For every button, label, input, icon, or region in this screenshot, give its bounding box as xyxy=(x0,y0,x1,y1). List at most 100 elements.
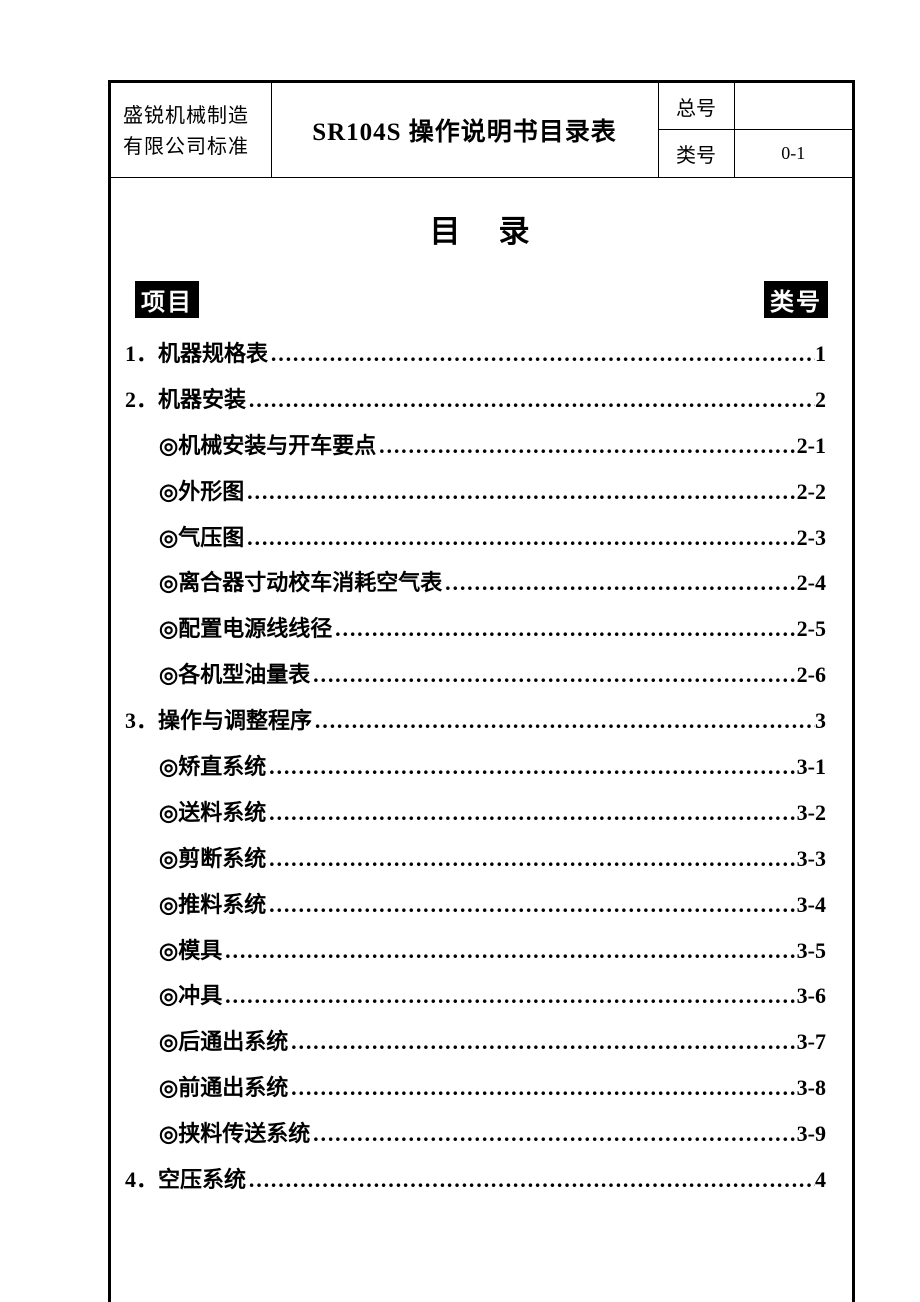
toc-leader: …………………………………………………………………………………………………………… xyxy=(312,705,815,737)
toc-leader: …………………………………………………………………………………………………………… xyxy=(266,797,796,829)
toc-label: 剪断系统 xyxy=(178,843,266,875)
toc-label: 外形图 xyxy=(178,476,244,508)
toc-page: 2-4 xyxy=(797,567,832,599)
toc-page: 2-5 xyxy=(797,613,832,645)
toc-leader: …………………………………………………………………………………………………………… xyxy=(244,522,796,554)
toc-label: 矫直系统 xyxy=(178,751,266,783)
toc-label: 挟料传送系统 xyxy=(178,1118,310,1150)
toc-leader: …………………………………………………………………………………………………………… xyxy=(442,567,796,599)
toc-row: 3．操作与调整程序…………………………………………………………………………………… xyxy=(125,705,832,737)
toc-leader: …………………………………………………………………………………………………………… xyxy=(222,935,796,967)
bullet-icon: ◎ xyxy=(159,430,178,462)
toc-row: ◎推料系统……………………………………………………………………………………………… xyxy=(125,889,832,921)
toc-row: ◎各机型油量表………………………………………………………………………………………… xyxy=(125,659,832,691)
page-title: 目录 xyxy=(125,206,834,251)
toc-row: ◎气压图………………………………………………………………………………………………… xyxy=(125,522,832,554)
toc-label: 离合器寸动校车消耗空气表 xyxy=(178,567,442,599)
bullet-icon: ◎ xyxy=(159,980,178,1012)
toc-page: 3-4 xyxy=(797,889,832,921)
toc-label: 模具 xyxy=(178,935,222,967)
toc-page: 2-6 xyxy=(797,659,832,691)
toc-row: ◎配置电源线线径……………………………………………………………………………………… xyxy=(125,613,832,645)
toc-page: 3-9 xyxy=(797,1118,832,1150)
toc-row: ◎模具…………………………………………………………………………………………………… xyxy=(125,935,832,967)
bullet-icon: ◎ xyxy=(159,843,178,875)
toc-leader: …………………………………………………………………………………………………………… xyxy=(266,751,796,783)
toc-page: 1 xyxy=(815,338,832,370)
toc-label: 配置电源线线径 xyxy=(178,613,332,645)
content-area: 目录 项目 类号 1．机器规格表………………………………………………………………… xyxy=(111,178,852,1226)
toc-row: ◎前通出系统…………………………………………………………………………………………… xyxy=(125,1072,832,1104)
toc-leader: …………………………………………………………………………………………………………… xyxy=(332,613,796,645)
toc-page: 3-1 xyxy=(797,751,832,783)
toc-label: 机器规格表 xyxy=(158,338,268,370)
toc-row: ◎机械安装与开车要点………………………………………………………………………………… xyxy=(125,430,832,462)
toc-leader: …………………………………………………………………………………………………………… xyxy=(222,980,796,1012)
serial-value xyxy=(734,83,852,130)
toc-page: 4 xyxy=(815,1164,832,1196)
toc-leader: …………………………………………………………………………………………………………… xyxy=(246,1164,815,1196)
toc-page: 3-2 xyxy=(797,797,832,829)
toc-leader: …………………………………………………………………………………………………………… xyxy=(246,384,815,416)
toc-page: 3-7 xyxy=(797,1026,832,1058)
toc-label: 各机型油量表 xyxy=(178,659,310,691)
toc-page: 2-2 xyxy=(797,476,832,508)
toc-row: 2．机器安装…………………………………………………………………………………………… xyxy=(125,384,832,416)
class-value: 0-1 xyxy=(734,130,852,178)
toc-leader: …………………………………………………………………………………………………………… xyxy=(268,338,815,370)
company-cell: 盛锐机械制造 有限公司标准 xyxy=(111,83,271,178)
toc-row: ◎后通出系统…………………………………………………………………………………………… xyxy=(125,1026,832,1058)
class-label: 类号 xyxy=(658,130,734,178)
doc-title: SR104S 操作说明书目录表 xyxy=(271,83,658,178)
toc-row: ◎冲具…………………………………………………………………………………………………… xyxy=(125,980,832,1012)
toc-page: 3-6 xyxy=(797,980,832,1012)
toc-leader: …………………………………………………………………………………………………………… xyxy=(288,1026,796,1058)
toc-page: 3-8 xyxy=(797,1072,832,1104)
company-line2: 有限公司标准 xyxy=(123,132,271,163)
bullet-icon: ◎ xyxy=(159,613,178,645)
toc-leader: …………………………………………………………………………………………………………… xyxy=(310,1118,796,1150)
bullet-icon: ◎ xyxy=(159,1026,178,1058)
column-headings: 项目 类号 xyxy=(125,281,834,318)
bullet-icon: ◎ xyxy=(159,659,178,691)
bullet-icon: ◎ xyxy=(159,889,178,921)
toc-row: ◎剪断系统……………………………………………………………………………………………… xyxy=(125,843,832,875)
toc-page: 3-3 xyxy=(797,843,832,875)
bullet-icon: ◎ xyxy=(159,567,178,599)
toc-row: 1．机器规格表………………………………………………………………………………………… xyxy=(125,338,832,370)
toc-row: ◎送料系统……………………………………………………………………………………………… xyxy=(125,797,832,829)
toc-number: 3． xyxy=(125,705,158,737)
toc-label: 气压图 xyxy=(178,522,244,554)
toc-row: 4．空压系统…………………………………………………………………………………………… xyxy=(125,1164,832,1196)
toc-label: 空压系统 xyxy=(158,1164,246,1196)
toc-page: 2-3 xyxy=(797,522,832,554)
toc-label: 前通出系统 xyxy=(178,1072,288,1104)
toc-number: 1． xyxy=(125,338,158,370)
bullet-icon: ◎ xyxy=(159,1118,178,1150)
toc-number: 2． xyxy=(125,384,158,416)
toc-page: 2-1 xyxy=(797,430,832,462)
bullet-icon: ◎ xyxy=(159,751,178,783)
toc-label: 机器安装 xyxy=(158,384,246,416)
toc-label: 后通出系统 xyxy=(178,1026,288,1058)
header-table: 盛锐机械制造 有限公司标准 SR104S 操作说明书目录表 总号 类号 0-1 xyxy=(111,83,852,178)
toc-leader: …………………………………………………………………………………………………………… xyxy=(266,889,796,921)
bullet-icon: ◎ xyxy=(159,522,178,554)
serial-label: 总号 xyxy=(658,83,734,130)
toc-page: 2 xyxy=(815,384,832,416)
toc-label: 机械安装与开车要点 xyxy=(178,430,376,462)
company-line1: 盛锐机械制造 xyxy=(123,101,271,132)
toc-leader: …………………………………………………………………………………………………………… xyxy=(244,476,796,508)
toc-leader: …………………………………………………………………………………………………………… xyxy=(310,659,796,691)
toc-leader: …………………………………………………………………………………………………………… xyxy=(376,430,796,462)
toc-page: 3 xyxy=(815,705,832,737)
toc-row: ◎矫直系统……………………………………………………………………………………………… xyxy=(125,751,832,783)
bullet-icon: ◎ xyxy=(159,935,178,967)
bullet-icon: ◎ xyxy=(159,797,178,829)
toc-row: ◎离合器寸动校车消耗空气表………………………………………………………………………… xyxy=(125,567,832,599)
toc-label: 送料系统 xyxy=(178,797,266,829)
toc-row: ◎挟料传送系统………………………………………………………………………………………… xyxy=(125,1118,832,1150)
toc-page: 3-5 xyxy=(797,935,832,967)
toc-label: 冲具 xyxy=(178,980,222,1012)
toc-leader: …………………………………………………………………………………………………………… xyxy=(288,1072,796,1104)
